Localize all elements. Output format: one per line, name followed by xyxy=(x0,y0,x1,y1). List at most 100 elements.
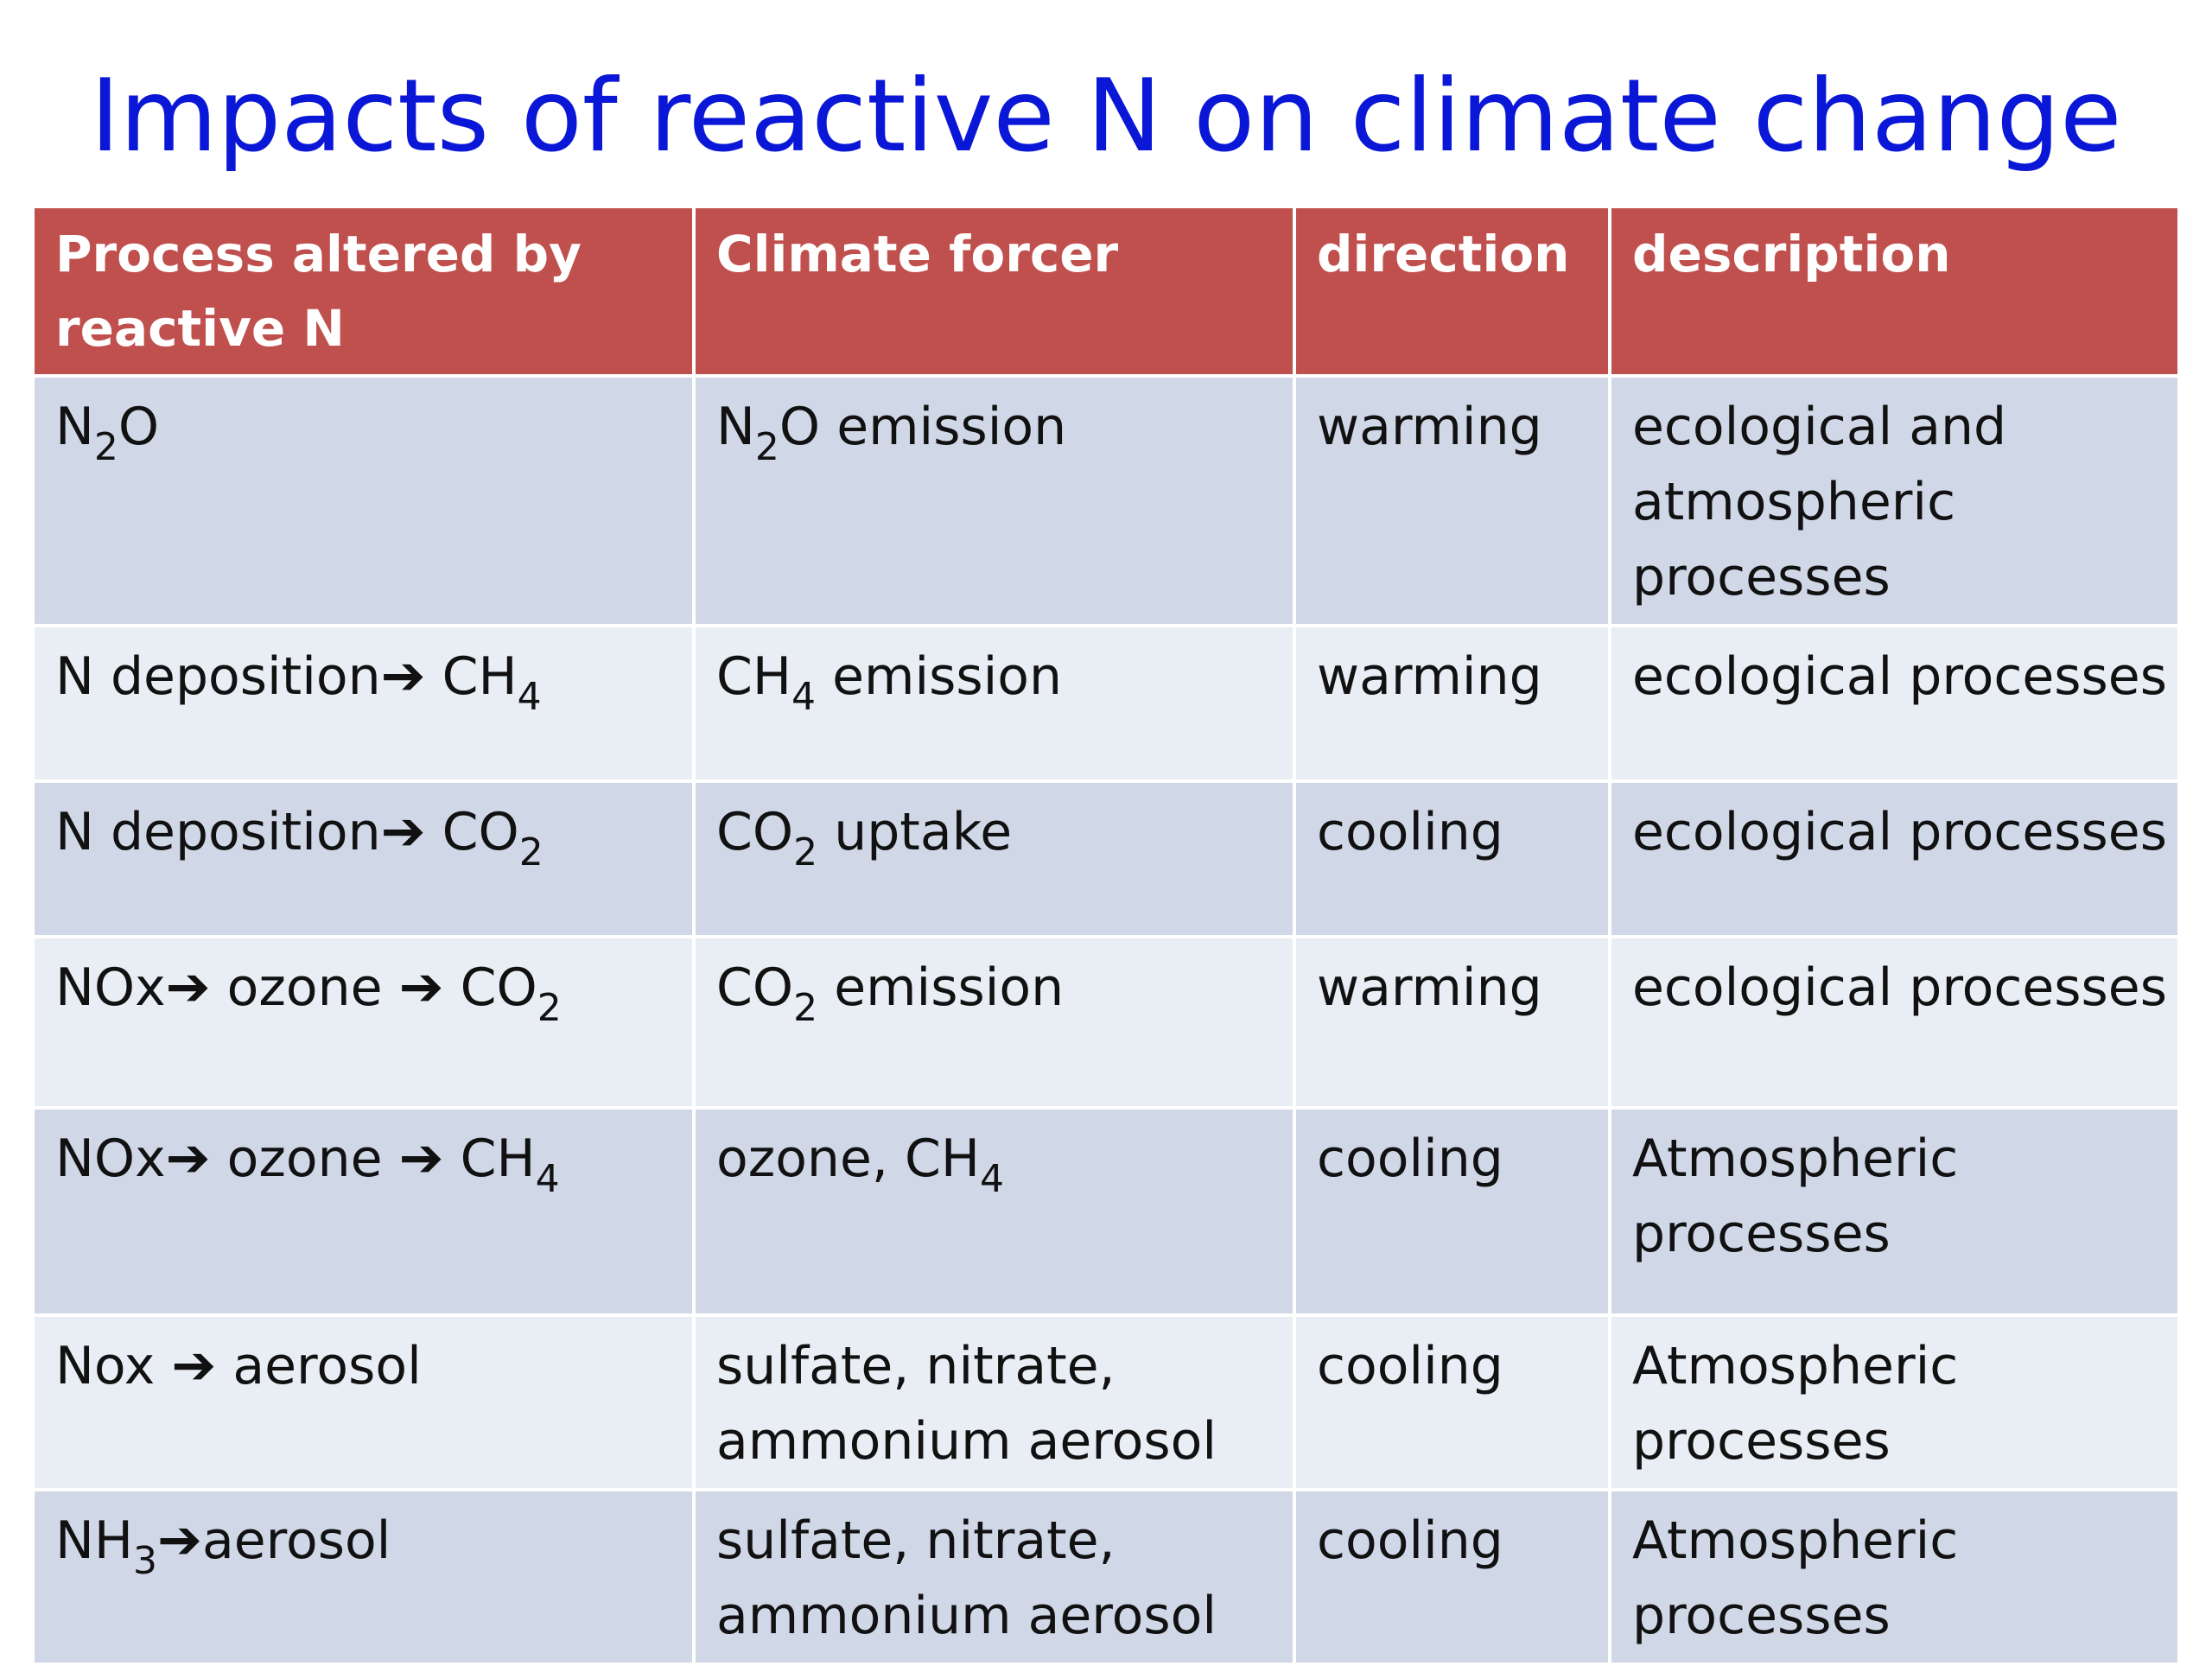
right-arrow-icon: ➔ xyxy=(157,1508,202,1571)
text-part: ozone xyxy=(210,1129,399,1189)
cell-process: N deposition➔ CO2 xyxy=(31,779,696,938)
cell-direction: warming xyxy=(1293,374,1611,627)
cell-process: N deposition➔ CH4 xyxy=(31,624,696,783)
header-description-label: description xyxy=(1632,225,1951,283)
text-part: O xyxy=(118,397,160,457)
description-line: Atmospheric xyxy=(1632,1129,1959,1189)
forcer-text: CO2 uptake xyxy=(716,795,1272,872)
process-text: NH3➔aerosol xyxy=(55,1504,671,1580)
subscript: 2 xyxy=(793,830,818,874)
right-arrow-icon: ➔ xyxy=(165,1126,211,1189)
subscript: 4 xyxy=(517,675,542,719)
text-part: ozone xyxy=(210,957,399,1018)
description-line: ecological and xyxy=(1632,397,2007,457)
cell-process: N2O xyxy=(31,374,696,627)
text-part: CO xyxy=(443,957,537,1018)
cell-direction: cooling xyxy=(1293,779,1611,938)
text-part: ozone, CH xyxy=(716,1129,981,1189)
process-text: N2O xyxy=(55,390,671,467)
process-text: Nox ➔ aerosol xyxy=(55,1329,671,1404)
table-row: NOx➔ ozone ➔ CO2 CO2 emission warming ec… xyxy=(31,935,2181,1110)
cell-direction: warming xyxy=(1293,624,1611,783)
process-text: NOx➔ ozone ➔ CH4 xyxy=(55,1122,671,1199)
subscript: 2 xyxy=(518,830,543,874)
subscript: 3 xyxy=(133,1539,157,1583)
forcer-text: CH4 emission xyxy=(716,639,1272,716)
text-part: uptake xyxy=(817,802,1013,862)
text-part: CH xyxy=(425,646,518,707)
cell-description: ecological processes xyxy=(1608,935,2181,1110)
text-part: NOx xyxy=(55,1129,166,1189)
right-arrow-icon: ➔ xyxy=(165,955,211,1018)
right-arrow-icon: ➔ xyxy=(380,644,426,707)
direction-text: warming xyxy=(1317,646,1542,707)
cell-description: ecological and atmospheric processes xyxy=(1608,374,2181,627)
cell-climate-forcer: sulfate, nitrate, ammonium aerosol xyxy=(692,1313,1296,1491)
header-direction: direction xyxy=(1293,205,1611,378)
subscript: 2 xyxy=(793,986,818,1030)
description-line: atmospheric xyxy=(1632,472,1956,532)
table-row: NOx➔ ozone ➔ CH4 ozone, CH4 cooling Atmo… xyxy=(31,1106,2181,1317)
cell-process: NH3➔aerosol xyxy=(31,1488,696,1666)
cell-direction: cooling xyxy=(1293,1106,1611,1317)
table-row: N2O N2O emission warming ecological and … xyxy=(31,374,2181,627)
text-part: aerosol xyxy=(216,1336,422,1396)
description-line: Atmospheric xyxy=(1632,1336,1959,1396)
description-line: processes xyxy=(1632,1204,1891,1264)
description-line: Atmospheric xyxy=(1632,1510,1959,1571)
cell-climate-forcer: CH4 emission xyxy=(692,624,1296,783)
header-process: Process altered by reactive N xyxy=(31,205,696,378)
text-part: aerosol xyxy=(201,1510,391,1571)
cell-direction: warming xyxy=(1293,935,1611,1110)
text-part: N deposition xyxy=(55,646,381,707)
text-part: N xyxy=(55,397,94,457)
subscript: 2 xyxy=(754,425,779,469)
forcer-line: sulfate, nitrate, xyxy=(716,1510,1116,1571)
cell-description: ecological processes xyxy=(1608,624,2181,783)
text-part: N xyxy=(716,397,755,457)
direction-text: cooling xyxy=(1317,802,1503,862)
right-arrow-icon: ➔ xyxy=(171,1333,217,1396)
table-row: N deposition➔ CO2 CO2 uptake cooling eco… xyxy=(31,779,2181,938)
cell-process: Nox ➔ aerosol xyxy=(31,1313,696,1491)
text-part: Nox xyxy=(55,1336,172,1396)
text-part: CO xyxy=(716,802,794,862)
forcer-line: sulfate, nitrate, xyxy=(716,1336,1116,1396)
description-line: processes xyxy=(1632,1586,1891,1646)
description-line: processes xyxy=(1632,1411,1891,1472)
header-process-line-1: Process altered by xyxy=(55,225,582,283)
cell-climate-forcer: N2O emission xyxy=(692,374,1296,627)
forcer-text: ozone, CH4 xyxy=(716,1122,1272,1199)
description-line: ecological processes xyxy=(1632,957,2167,1018)
forcer-text: CO2 emission xyxy=(716,951,1272,1027)
text-part: NOx xyxy=(55,957,166,1018)
process-text: NOx➔ ozone ➔ CO2 xyxy=(55,951,671,1027)
text-part: CO xyxy=(716,957,794,1018)
direction-text: cooling xyxy=(1317,1510,1503,1571)
header-process-line-2: reactive N xyxy=(55,299,345,358)
text-part: O emission xyxy=(779,397,1067,457)
forcer-line: ammonium aerosol xyxy=(716,1411,1217,1472)
subscript: 4 xyxy=(980,1157,1005,1201)
text-part: CH xyxy=(716,646,792,707)
cell-description: Atmospheric processes xyxy=(1608,1313,2181,1491)
cell-climate-forcer: ozone, CH4 xyxy=(692,1106,1296,1317)
text-part: emission xyxy=(817,957,1065,1018)
cell-description: ecological processes xyxy=(1608,779,2181,938)
description-line: ecological processes xyxy=(1632,802,2167,862)
direction-text: cooling xyxy=(1317,1129,1503,1189)
cell-process: NOx➔ ozone ➔ CH4 xyxy=(31,1106,696,1317)
text-part: CH xyxy=(443,1129,536,1189)
text-part: NH xyxy=(55,1510,133,1571)
description-line: processes xyxy=(1632,547,1891,607)
direction-text: cooling xyxy=(1317,1336,1503,1396)
cell-description: Atmospheric processes xyxy=(1608,1106,2181,1317)
cell-climate-forcer: CO2 uptake xyxy=(692,779,1296,938)
subscript: 4 xyxy=(535,1157,560,1201)
subscript: 2 xyxy=(93,425,118,469)
process-text: N deposition➔ CO2 xyxy=(55,795,671,872)
process-text: N deposition➔ CH4 xyxy=(55,639,671,716)
cell-direction: cooling xyxy=(1293,1488,1611,1666)
right-arrow-icon: ➔ xyxy=(398,955,444,1018)
